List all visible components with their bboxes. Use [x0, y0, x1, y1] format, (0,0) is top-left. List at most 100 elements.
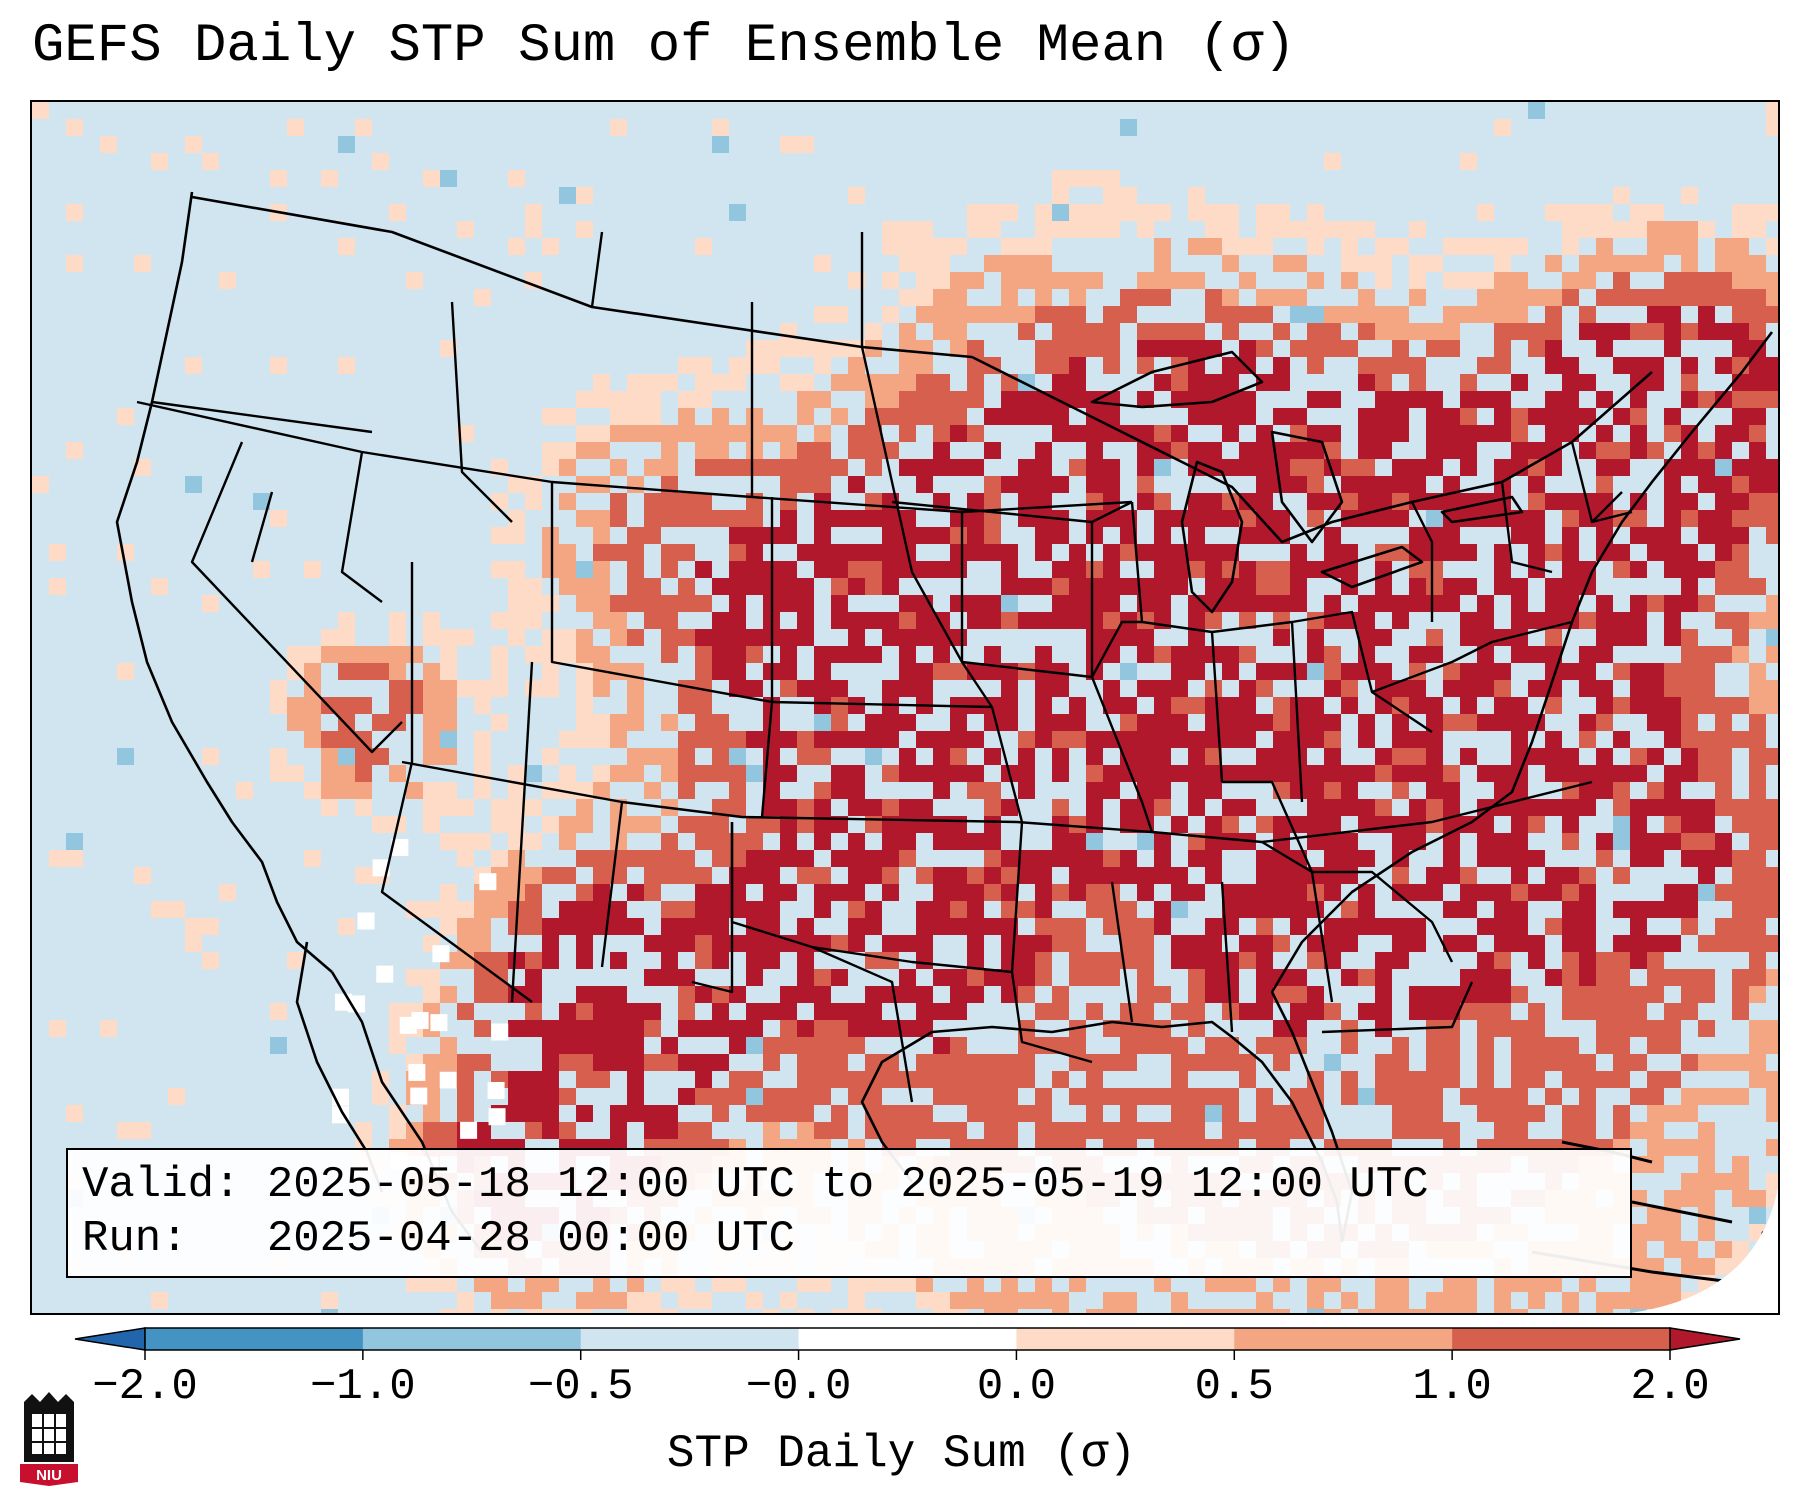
- stp-cell: [1171, 578, 1188, 595]
- stp-cell: [1766, 867, 1778, 884]
- stp-cell: [729, 357, 746, 374]
- stp-cell: [1630, 595, 1647, 612]
- stp-cell: [1579, 884, 1596, 901]
- stp-cell: [1494, 408, 1511, 425]
- stp-cell: [1137, 680, 1154, 697]
- stp-cell: [1307, 629, 1324, 646]
- stp-cell: [1426, 255, 1443, 272]
- stp-cell: [1749, 459, 1766, 476]
- stp-cell: [1154, 765, 1171, 782]
- stp-cell: [1341, 493, 1358, 510]
- stp-cell: [491, 799, 508, 816]
- stp-cell: [151, 153, 168, 170]
- stp-cell: [1035, 442, 1052, 459]
- stp-cell: [576, 442, 593, 459]
- stp-cell: [1443, 544, 1460, 561]
- stp-cell: [1766, 646, 1778, 663]
- stp-cell: [746, 357, 763, 374]
- stp-cell: [746, 731, 763, 748]
- stp-cell: [1375, 918, 1392, 935]
- stp-cell: [1766, 612, 1778, 629]
- stp-cell: [1749, 850, 1766, 867]
- stp-cell: [593, 1292, 610, 1309]
- stp-cell: [1205, 221, 1222, 238]
- stp-cell: [1443, 1309, 1460, 1313]
- stp-cell: [542, 442, 559, 459]
- stp-cell: [1409, 527, 1426, 544]
- stp-cell: [1154, 1037, 1171, 1054]
- stp-cell: [1749, 306, 1766, 323]
- stp-cell: [1018, 867, 1035, 884]
- stp-cell: [389, 204, 406, 221]
- stp-cell: [678, 1275, 695, 1292]
- stp-cell: [627, 680, 644, 697]
- stp-cell: [1545, 748, 1562, 765]
- stp-cell: [355, 867, 372, 884]
- stp-cell: [1562, 221, 1579, 238]
- stp-cell: [1715, 697, 1732, 714]
- stp-cell: [1375, 578, 1392, 595]
- stp-cell: [1290, 544, 1307, 561]
- stp-cell: [406, 646, 423, 663]
- stp-cell: [1715, 289, 1732, 306]
- stp-cell: [797, 952, 814, 969]
- stp-cell: [1630, 986, 1647, 1003]
- stp-cell: [1001, 680, 1018, 697]
- stp-cell: [1239, 901, 1256, 918]
- stp-cell: [1749, 782, 1766, 799]
- stp-cell: [1052, 680, 1069, 697]
- stp-cell: [1307, 1275, 1324, 1292]
- stp-cell: [984, 442, 1001, 459]
- stp-cell: [610, 1054, 627, 1071]
- stp-cell: [1341, 340, 1358, 357]
- stp-cell: [1460, 714, 1477, 731]
- stp-cell: [967, 374, 984, 391]
- stp-cell: [1494, 884, 1511, 901]
- stp-cell: [1681, 1173, 1698, 1190]
- stp-cell: [487, 1081, 505, 1099]
- stp-cell: [508, 595, 525, 612]
- stp-cell: [1341, 1020, 1358, 1037]
- stp-cell: [1409, 1105, 1426, 1122]
- stp-cell: [1392, 323, 1409, 340]
- stp-cell: [1001, 204, 1018, 221]
- stp-cell: [474, 765, 491, 782]
- stp-cell: [1222, 969, 1239, 986]
- stp-cell: [712, 119, 729, 136]
- stp-cell: [848, 1003, 865, 1020]
- stp-cell: [1239, 765, 1256, 782]
- stp-cell: [1732, 306, 1749, 323]
- stp-cell: [525, 1088, 542, 1105]
- stp-cell: [1290, 442, 1307, 459]
- stp-cell: [1069, 867, 1086, 884]
- stp-cell: [746, 680, 763, 697]
- stp-cell: [168, 1088, 185, 1105]
- stp-cell: [1613, 272, 1630, 289]
- stp-cell: [1562, 663, 1579, 680]
- stp-cell: [1375, 306, 1392, 323]
- stp-cell: [1341, 663, 1358, 680]
- stp-cell: [576, 816, 593, 833]
- stp-cell: [1273, 204, 1290, 221]
- stp-cell: [627, 748, 644, 765]
- stp-cell: [1698, 323, 1715, 340]
- stp-cell: [491, 850, 508, 867]
- stp-cell: [406, 969, 423, 986]
- stp-cell: [1239, 646, 1256, 663]
- stp-cell: [1409, 986, 1426, 1003]
- stp-cell: [525, 221, 542, 238]
- stp-cell: [1154, 1088, 1171, 1105]
- stp-cell: [1477, 357, 1494, 374]
- stp-cell: [695, 646, 712, 663]
- stp-cell: [1647, 833, 1664, 850]
- stp-cell: [712, 799, 729, 816]
- stp-cell: [593, 425, 610, 442]
- lake-superior: [1090, 350, 1264, 409]
- stp-cell: [491, 986, 508, 1003]
- stp-cell: [678, 782, 695, 799]
- stp-cell: [1732, 459, 1749, 476]
- stp-cell: [576, 1037, 593, 1054]
- stp-cell: [1681, 969, 1698, 986]
- stp-cell: [423, 1122, 440, 1139]
- stp-cell: [1732, 1003, 1749, 1020]
